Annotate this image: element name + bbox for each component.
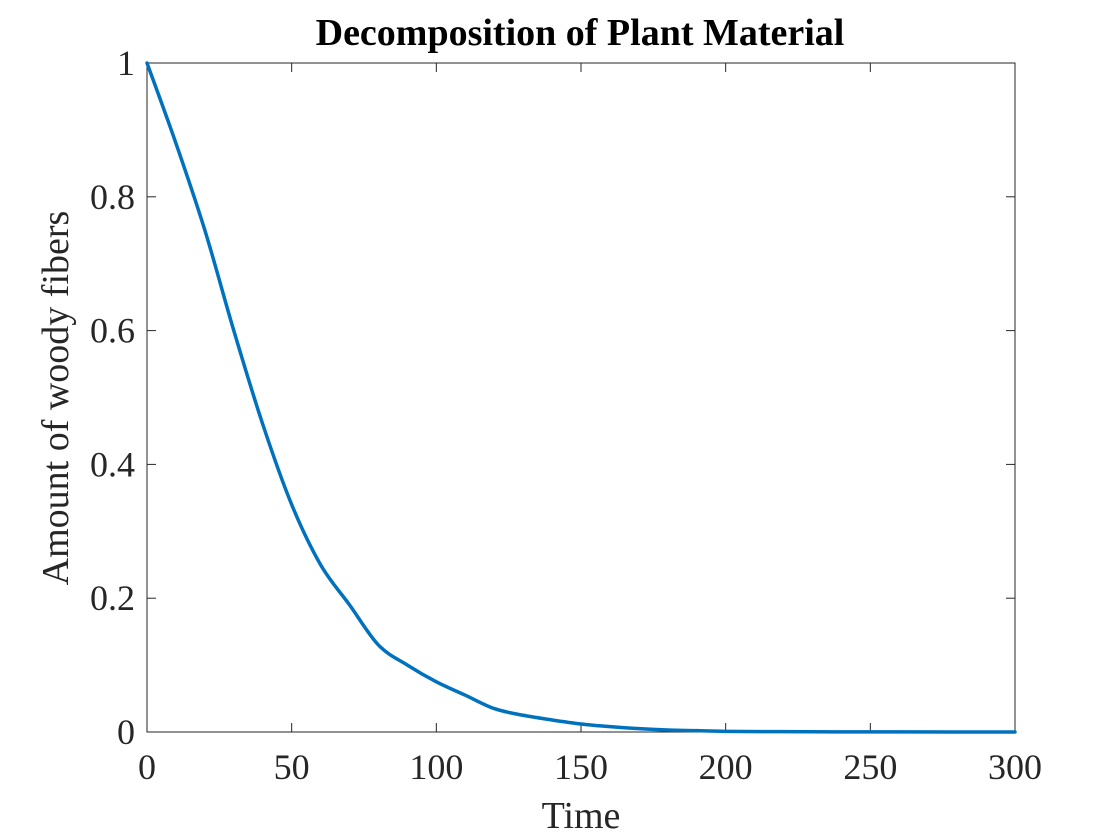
y-axis-ticks: 0 0.2 0.4 0.6 0.8 1	[90, 43, 1015, 752]
x-tick-label: 250	[843, 747, 897, 787]
x-tick-label: 100	[409, 747, 463, 787]
y-tick-label: 0.6	[90, 311, 135, 351]
chart-title: Decomposition of Plant Material	[316, 12, 845, 54]
y-tick-label: 0.8	[90, 177, 135, 217]
series-line	[145, 61, 1017, 734]
y-axis-label: Amount of woody fibers	[35, 211, 77, 586]
y-tick-label: 1	[117, 43, 135, 83]
x-axis-ticks: 0 50 100 150 200 250 300	[138, 63, 1042, 787]
x-tick-label: 150	[554, 747, 608, 787]
y-tick-label: 0.2	[90, 578, 135, 618]
x-tick-label: 200	[699, 747, 753, 787]
x-axis-label: Time	[542, 795, 621, 837]
plot-frame	[146, 62, 1016, 733]
x-tick-label: 50	[274, 747, 310, 787]
y-tick-label: 0	[117, 712, 135, 752]
x-tick-label: 0	[138, 747, 156, 787]
x-tick-label: 300	[988, 747, 1042, 787]
y-tick-label: 0.4	[90, 444, 135, 484]
